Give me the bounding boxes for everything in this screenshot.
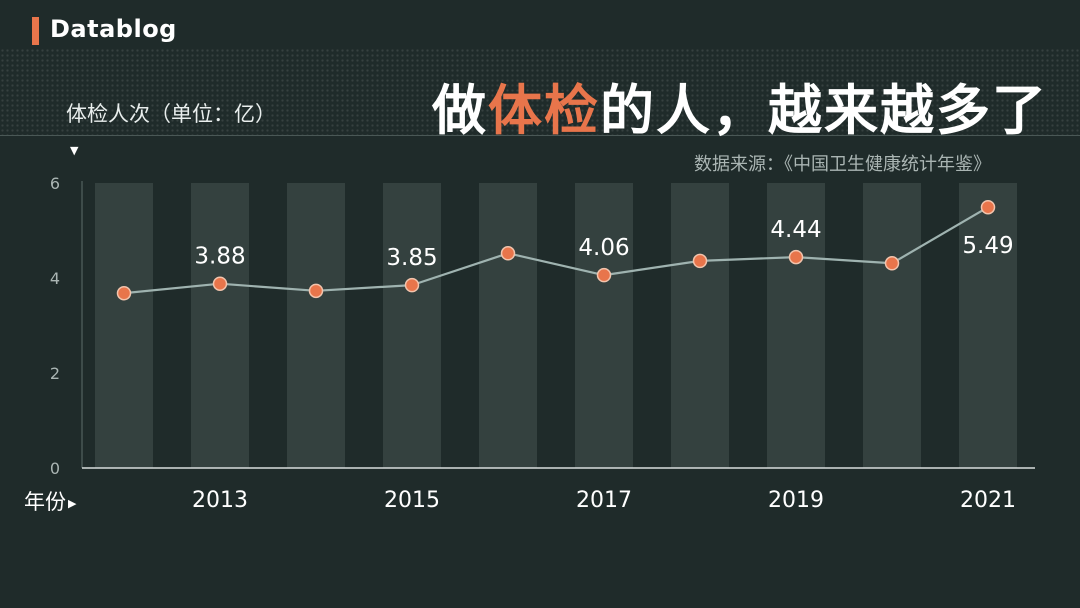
background-column [95,183,153,468]
brand-accent-bar [32,17,39,45]
data-point [980,199,996,215]
background-column [863,183,921,468]
y-tick-label: 4 [50,269,60,288]
y-tick-label: 0 [50,459,60,478]
background-column [671,183,729,468]
data-point [116,285,132,301]
x-axis-name: 年份 ▶ [24,486,76,516]
data-point [500,246,516,261]
background-column [479,183,537,468]
headline-prefix: 做 [432,79,488,142]
data-point [692,253,708,269]
x-tick-label: 2019 [768,488,824,513]
data-label: 3.88 [194,244,245,270]
data-source-note: 数据来源：《中国卫生健康统计年鉴》 [694,154,991,175]
data-label: 3.85 [386,245,437,271]
data-label: 4.06 [578,235,629,261]
data-point [404,277,420,293]
background-column [575,183,633,468]
data-point [788,249,804,265]
header-divider [0,135,1080,136]
x-tick-label: 2013 [192,488,248,513]
brand-name: Datablog [50,15,177,43]
data-label: 5.49 [962,233,1013,259]
x-tick-label: 2015 [384,488,440,513]
x-tick-label: 2021 [960,488,1016,513]
background-column [287,183,345,468]
series-line [123,206,989,295]
y-axis-unit-label: 体检人次（单位：亿） [66,102,276,126]
data-point [596,267,612,283]
background-column [191,183,249,468]
background-column [767,183,825,468]
data-point [884,256,900,271]
data-label: 4.44 [770,217,821,243]
x-tick-label: 2017 [576,488,632,513]
headline-suffix: 的人，越来越多了 [600,79,1048,142]
x-axis-name-label: 年份 [24,490,66,514]
x-axis-arrow-icon: ▶ [68,496,77,510]
header-dot-texture [0,48,1080,136]
y-tick-label: 6 [50,174,60,193]
background-column [383,183,441,468]
data-point [308,283,324,299]
background-column [959,183,1017,468]
data-point [212,276,228,291]
y-axis-arrow-icon: ▼ [70,144,79,157]
chart-headline: 做体检的人，越来越多了 [432,66,1048,145]
y-tick-label: 2 [50,364,60,383]
headline-highlight: 体检 [488,79,600,142]
